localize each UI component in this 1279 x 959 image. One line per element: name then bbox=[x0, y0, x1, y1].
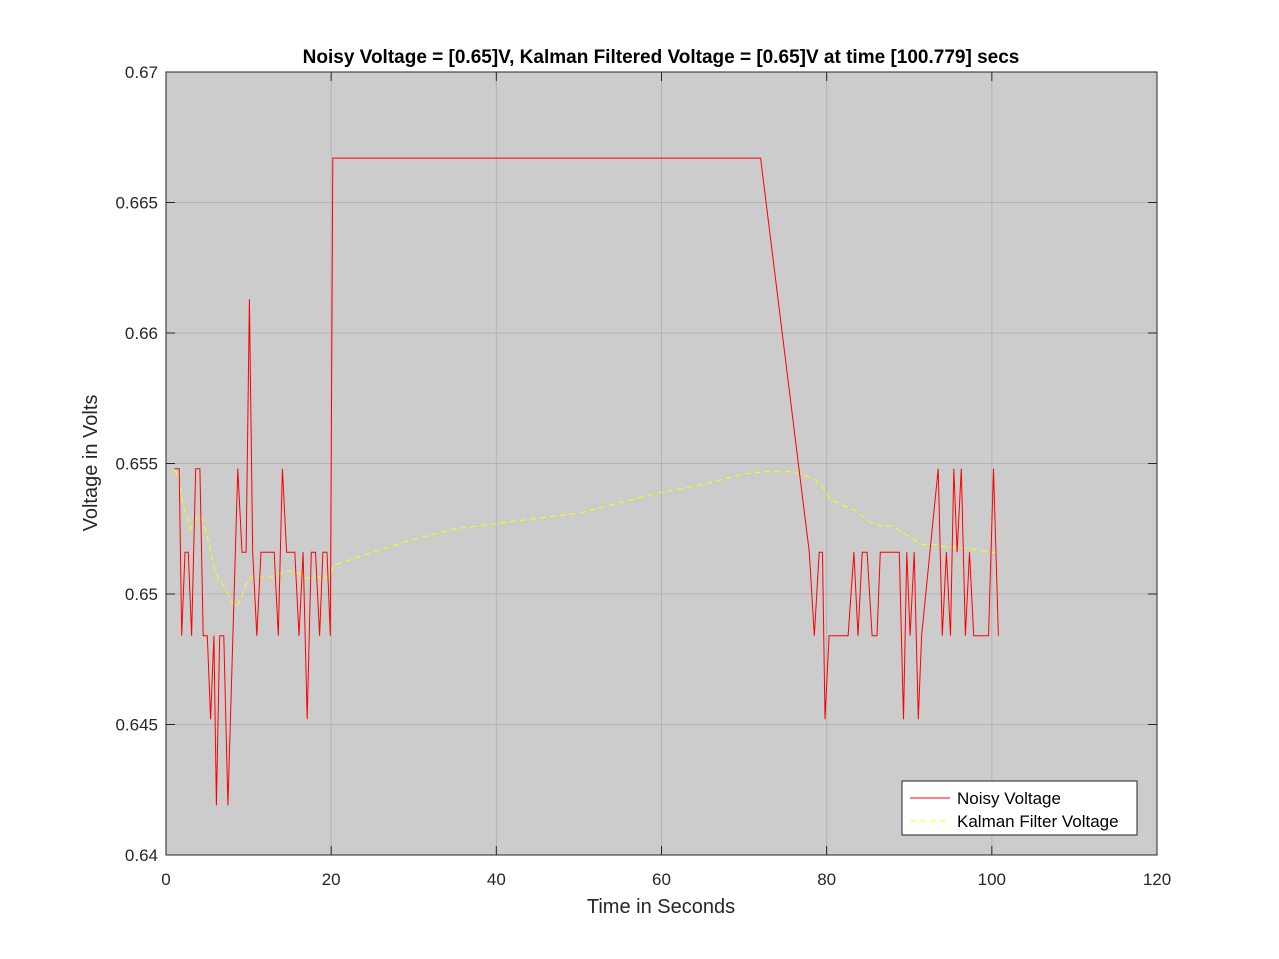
x-tick-label: 40 bbox=[487, 870, 506, 889]
legend-entry: Kalman Filter Voltage bbox=[957, 812, 1119, 831]
y-tick-label: 0.67 bbox=[125, 63, 158, 82]
legend-box bbox=[901, 780, 1138, 836]
y-axis: 0.64 0.645 0.65 0.655 0.66 0.665 0.67 bbox=[115, 63, 1157, 865]
legend: Noisy Voltage Kalman Filter Voltage bbox=[901, 780, 1138, 836]
y-tick-label: 0.645 bbox=[115, 716, 158, 735]
x-axis: 0 20 40 60 80 100 120 bbox=[161, 72, 1171, 889]
x-axis-label: Time in Seconds bbox=[587, 896, 735, 918]
y-tick-label: 0.66 bbox=[125, 324, 158, 343]
chart-title: Noisy Voltage = [0.65]V, Kalman Filtered… bbox=[303, 47, 1020, 68]
x-tick-label: 20 bbox=[322, 870, 341, 889]
x-tick-label: 100 bbox=[978, 870, 1006, 889]
y-tick-label: 0.65 bbox=[125, 585, 158, 604]
y-tick-label: 0.64 bbox=[125, 846, 158, 865]
series-line-kalman-filter-voltage bbox=[173, 468, 999, 609]
y-tick-label: 0.655 bbox=[115, 455, 158, 474]
y-tick-label: 0.665 bbox=[115, 194, 158, 213]
legend-entry: Noisy Voltage bbox=[957, 789, 1061, 808]
series-line-noisy-voltage bbox=[174, 157, 999, 806]
x-tick-label: 0 bbox=[161, 870, 170, 889]
series-layer bbox=[173, 157, 999, 806]
x-tick-label: 80 bbox=[817, 870, 836, 889]
x-tick-label: 120 bbox=[1143, 870, 1171, 889]
y-axis-label: Voltage in Volts bbox=[80, 395, 102, 532]
x-tick-label: 60 bbox=[652, 870, 671, 889]
